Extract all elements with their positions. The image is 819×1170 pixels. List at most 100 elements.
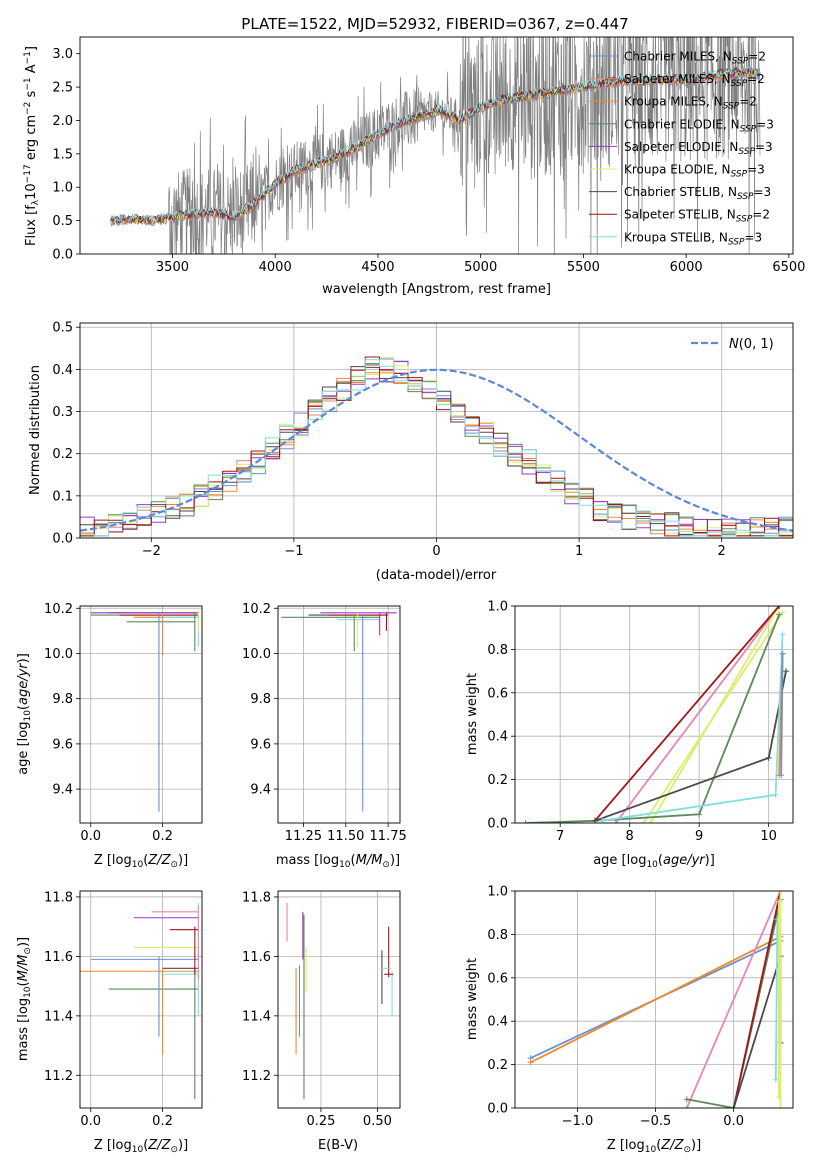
y-tick-label: 0.0 bbox=[487, 817, 508, 832]
mass-ebv-xlabel: E(B-V) bbox=[318, 1138, 358, 1153]
spectrum-ylabel-part: A bbox=[24, 64, 39, 77]
weight-z-line-4 bbox=[686, 899, 782, 1108]
age-z-ylabel-part: age/yr bbox=[16, 662, 31, 705]
x-tick-label: −1 bbox=[284, 544, 303, 559]
y-tick-label: 0.3 bbox=[52, 405, 73, 420]
spectrum-xlabel: wavelength [Angstrom, rest frame] bbox=[322, 282, 551, 297]
y-tick-label: 0.4 bbox=[52, 363, 73, 378]
weight-age-ylabel: mass weight bbox=[465, 673, 480, 755]
weight-z-line-3 bbox=[685, 891, 782, 1108]
weight-age-xlabel-part: 10 bbox=[646, 860, 658, 870]
age-z-xlabel-part: )] bbox=[178, 853, 188, 868]
legend-label-1-part: Chabrier MILES, N bbox=[624, 50, 732, 64]
legend-normal-label-part: (0, 1) bbox=[739, 337, 774, 352]
weight-age-marker bbox=[612, 820, 619, 823]
y-tick-label: 11.8 bbox=[44, 890, 73, 905]
weight-age-line-5 bbox=[594, 606, 780, 822]
legend-label-8-part: =2 bbox=[752, 208, 770, 222]
figure-title: PLATE=1522, MJD=52932, FIBERID=0367, z=0… bbox=[241, 15, 628, 33]
spectrum-ylabel-part: −17 bbox=[23, 164, 33, 183]
age-mass-xlabel: mass [log10(M/M⊙)] bbox=[276, 853, 400, 870]
y-tick-label: 0.1 bbox=[52, 489, 73, 504]
legend-label-4-part: Chabrier ELODIE, N bbox=[624, 117, 740, 131]
weight-z-marker bbox=[777, 1105, 784, 1108]
mass-z-ylabel-part: mass [log bbox=[16, 998, 31, 1061]
age-z-xlabel-part: 10 bbox=[132, 860, 144, 870]
legend-label-2-part: =2 bbox=[747, 72, 765, 86]
legend-label-2-part: Salpeter MILES, N bbox=[624, 72, 731, 86]
legend-label-8-part: Salpeter STELIB, N bbox=[624, 208, 736, 222]
weight-age-line-1 bbox=[615, 606, 780, 823]
y-tick-label: 11.2 bbox=[44, 1069, 73, 1084]
age-z-ylabel: age [log10(age/yr)] bbox=[16, 653, 33, 775]
weight-age-xlabel-part: )] bbox=[705, 853, 715, 868]
y-tick-label: 1.0 bbox=[487, 600, 508, 615]
legend-label-2-part: SSP bbox=[731, 79, 748, 89]
weight-age-marker bbox=[783, 668, 790, 675]
spectrum-ylabel: Flux [fλ10−17 erg cm−2 s−1 A−1] bbox=[23, 46, 41, 246]
y-tick-label: 0.0 bbox=[52, 532, 73, 547]
age-mass-axes: 11.25 11.50 11.75 9.4 9.6 9.8 10.0 10.2 mass [lo… bbox=[242, 602, 407, 870]
y-tick-label: 0.2 bbox=[487, 1058, 508, 1073]
model-spectrum-8 bbox=[110, 66, 761, 224]
legend-label-6-part: =3 bbox=[747, 163, 765, 177]
weight-z-frame bbox=[514, 890, 794, 1109]
weight-z-line-6 bbox=[732, 955, 782, 1108]
mass-ebv-frame bbox=[277, 890, 401, 1109]
age-mass-xlabel-part: ⊙ bbox=[382, 860, 390, 870]
x-tick-label: 1 bbox=[575, 544, 583, 559]
y-tick-label: 0.5 bbox=[52, 214, 73, 229]
x-tick-label: 11.50 bbox=[327, 829, 364, 844]
weight-age-marker bbox=[522, 820, 529, 823]
x-tick-label: 7 bbox=[556, 829, 564, 844]
weight-age-xlabel-part: ( bbox=[658, 853, 663, 868]
y-tick-label: 10.0 bbox=[44, 647, 73, 662]
weight-z-line-5 bbox=[732, 891, 782, 1108]
legend-label-9-part: SSP bbox=[728, 237, 745, 247]
age-mass-xlabel-part: mass [log bbox=[276, 853, 339, 868]
legend-label-3: Kroupa MILES, NSSP=2 bbox=[624, 95, 757, 112]
x-tick-label: 0 bbox=[432, 544, 440, 559]
legend-label-2: Salpeter MILES, NSSP=2 bbox=[624, 72, 765, 89]
mass-z-xlabel-part: Z/Z bbox=[147, 1138, 171, 1153]
mass-z-axes: 0.0 0.211.211.411.611.8Z [log10(Z/Z⊙)]mas… bbox=[16, 890, 203, 1155]
weight-z-marker bbox=[775, 1094, 782, 1101]
observed-spectrum bbox=[110, 37, 761, 254]
legend-label-8-part: SSP bbox=[736, 215, 753, 225]
weight-age-xlabel-part: age/yr bbox=[663, 853, 706, 868]
y-tick-label: 0.4 bbox=[487, 1015, 508, 1030]
x-tick-label: −1.0 bbox=[562, 1114, 594, 1129]
age-z-axes-plot-area bbox=[90, 610, 199, 812]
age-z-ylabel-part: ( bbox=[16, 705, 31, 710]
legend-label-1: Chabrier MILES, NSSP=2 bbox=[624, 50, 766, 67]
legend-label-4-part: SSP bbox=[740, 124, 757, 134]
y-tick-label: 1.0 bbox=[52, 181, 73, 196]
age-z-xlabel: Z [log10(Z/Z⊙)] bbox=[94, 853, 188, 870]
mass-z-ylabel-part: M/M bbox=[16, 955, 31, 982]
weight-z-line-7 bbox=[774, 919, 779, 1080]
age-mass-xlabel-part: ( bbox=[351, 853, 356, 868]
weight-age-marker bbox=[765, 754, 772, 761]
spectrum-axes-plot-area bbox=[110, 37, 761, 254]
spectrum-ylabel-part: ] bbox=[24, 46, 39, 51]
x-tick-label: 0.2 bbox=[152, 829, 173, 844]
y-tick-label: 9.8 bbox=[250, 692, 271, 707]
weight-age-marker bbox=[776, 611, 783, 618]
legend-label-4: Chabrier ELODIE, NSSP=3 bbox=[624, 117, 774, 134]
weight-age-marker bbox=[647, 820, 654, 823]
weight-age-marker bbox=[772, 791, 779, 798]
spectrum-ylabel-part: −1 bbox=[23, 51, 33, 64]
y-tick-label: 0.2 bbox=[487, 773, 508, 788]
spectrum-ylabel-part: 10 bbox=[24, 183, 39, 200]
y-tick-label: 2.0 bbox=[52, 114, 73, 129]
y-tick-label: 0.5 bbox=[52, 321, 73, 336]
weight-age-marker bbox=[779, 631, 786, 638]
weight-z-marker bbox=[777, 891, 784, 894]
legend-normal-label: N(0, 1) bbox=[729, 337, 774, 352]
x-tick-label: 11.25 bbox=[285, 829, 322, 844]
residual-axes-plot-area bbox=[80, 356, 793, 537]
age-mass-xlabel-part: M/M bbox=[356, 853, 383, 868]
legend-label-5-part: Salpeter ELODIE, N bbox=[624, 140, 738, 154]
weight-age-line-9 bbox=[780, 653, 784, 776]
